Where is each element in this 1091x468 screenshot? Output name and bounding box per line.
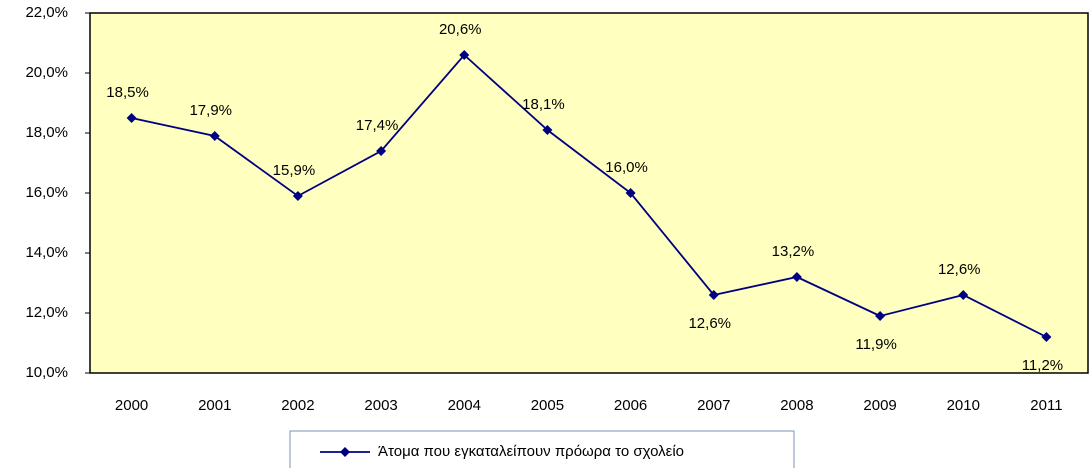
value-label: 15,9%	[273, 162, 316, 179]
y-tick-label: 20,0%	[25, 64, 68, 81]
value-label: 12,6%	[938, 261, 981, 278]
x-tick-label: 2010	[947, 397, 980, 414]
marker	[958, 290, 969, 300]
marker	[625, 188, 636, 198]
marker	[875, 311, 886, 321]
legend-box	[289, 430, 795, 468]
x-tick-label: 2000	[115, 397, 148, 414]
legend-marker	[340, 447, 350, 457]
x-tick-label: 2008	[780, 397, 813, 414]
value-label: 18,1%	[522, 96, 565, 113]
marker	[791, 272, 802, 282]
value-label: 12,6%	[688, 315, 731, 332]
marker	[708, 290, 719, 300]
y-tick-label: 22,0%	[25, 4, 68, 21]
legend-label: Άτομα που εγκαταλείπουν πρόωρα το σχολεί…	[378, 443, 684, 460]
x-tick-label: 2007	[697, 397, 730, 414]
marker	[292, 191, 303, 201]
value-label: 11,9%	[855, 336, 896, 353]
x-tick-label: 2011	[1030, 397, 1062, 414]
marker	[542, 125, 553, 135]
y-tick-label: 12,0%	[25, 304, 68, 321]
x-tick-label: 2002	[281, 397, 314, 414]
value-label: 20,6%	[439, 21, 482, 38]
series-line	[131, 53, 1047, 338]
x-tick-label: 2009	[863, 397, 896, 414]
marker	[1041, 332, 1052, 342]
y-tick-label: 18,0%	[25, 124, 68, 141]
marker	[126, 113, 137, 123]
x-tick-label: 2005	[531, 397, 564, 414]
value-label: 16,0%	[605, 159, 648, 176]
y-tick-label: 14,0%	[25, 244, 68, 261]
marker	[209, 131, 220, 141]
value-label: 17,9%	[189, 102, 232, 119]
y-tick-label: 16,0%	[25, 184, 68, 201]
x-tick-label: 2003	[364, 397, 397, 414]
y-tick-label: 10,0%	[25, 364, 68, 381]
x-tick-label: 2004	[448, 397, 481, 414]
x-tick-label: 2001	[198, 397, 231, 414]
plot-area	[89, 12, 1089, 374]
value-label: 13,2%	[772, 243, 815, 260]
marker	[376, 146, 387, 156]
value-label: 11,2%	[1022, 357, 1063, 374]
marker	[459, 50, 470, 60]
value-label: 17,4%	[356, 117, 399, 134]
x-tick-label: 2006	[614, 397, 647, 414]
value-label: 18,5%	[106, 84, 149, 101]
